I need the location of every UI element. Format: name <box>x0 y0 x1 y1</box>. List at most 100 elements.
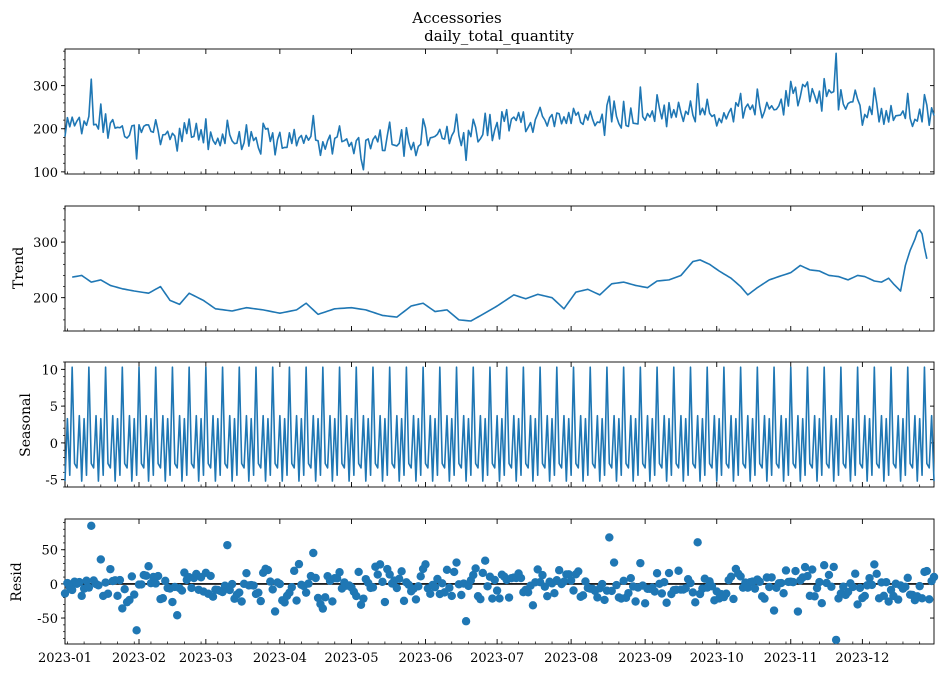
resid-point <box>528 601 538 610</box>
resid-point <box>397 567 406 576</box>
resid-point <box>187 583 196 593</box>
resid-point <box>483 582 492 591</box>
resid-point <box>781 566 791 575</box>
resid-point <box>223 540 232 550</box>
resid-point <box>631 597 640 606</box>
resid-point <box>227 579 237 589</box>
resid-point <box>893 595 903 604</box>
resid-point <box>870 560 879 569</box>
seasonal-ytick-label: -5 <box>45 474 58 489</box>
resid-point <box>75 577 84 587</box>
xtick-label: 2023-11 <box>764 651 818 666</box>
resid-ytick-label: 50 <box>41 544 58 559</box>
resid-point <box>127 572 137 581</box>
resid-point <box>411 595 421 604</box>
resid-point <box>77 591 86 601</box>
resid-point <box>779 589 788 598</box>
resid-point <box>600 595 609 605</box>
resid-point <box>206 571 215 581</box>
trend-frame <box>64 205 935 332</box>
resid-point <box>309 548 318 558</box>
resid-point <box>523 588 533 597</box>
resid-point <box>867 580 877 590</box>
resid-point <box>115 575 125 585</box>
resid-point <box>516 573 526 583</box>
xtick-label: 2023-08 <box>544 651 598 666</box>
resid-point <box>378 577 387 587</box>
seasonal-frame <box>64 361 935 488</box>
resid-point <box>354 567 363 577</box>
resid-point <box>447 591 456 601</box>
resid-point <box>609 558 619 567</box>
resid-point <box>729 594 738 604</box>
resid-point <box>476 594 485 604</box>
resid-point <box>624 588 633 598</box>
resid-point <box>860 591 869 601</box>
resid-point <box>915 581 924 591</box>
resid-point <box>426 589 435 598</box>
resid-point <box>543 591 552 601</box>
trend-ytick-label: 300 <box>33 236 58 251</box>
resid-point <box>839 582 848 591</box>
resid-panel: -50 0 50 2023-01 2023-02 2023-03 2023-04 2023-0… <box>37 518 939 666</box>
resid-point <box>153 571 163 581</box>
resid-point <box>686 578 695 588</box>
resid-point <box>352 591 361 601</box>
resid-point <box>130 590 139 599</box>
observed-ytick-label: 200 <box>33 123 58 138</box>
resid-point <box>607 586 616 596</box>
resid-point <box>829 562 838 572</box>
resid-point <box>368 583 378 592</box>
resid-point <box>626 574 635 583</box>
observed-series-line <box>64 52 935 171</box>
resid-point <box>87 521 96 531</box>
resid-point <box>280 598 289 607</box>
seasonal-ylabel: Seasonal <box>18 393 34 457</box>
resid-point <box>392 583 402 593</box>
resid-point <box>249 581 258 590</box>
resid-point <box>559 577 569 586</box>
resid-point <box>810 592 819 601</box>
resid-point <box>612 580 621 590</box>
resid-point <box>760 594 769 603</box>
resid-point <box>765 582 774 592</box>
trend-series-line <box>72 229 928 322</box>
resid-point <box>662 598 671 607</box>
resid-point <box>275 579 285 589</box>
resid-point <box>106 564 115 574</box>
resid-point <box>304 579 313 588</box>
resid-point <box>399 596 409 606</box>
xtick-label: 2023-07 <box>470 651 524 666</box>
resid-point <box>824 570 834 580</box>
resid-point <box>755 577 764 586</box>
trend-panel: 200 300 <box>33 205 935 332</box>
resid-point <box>144 562 153 571</box>
xtick-label: 2023-12 <box>835 651 889 666</box>
resid-point <box>722 589 731 598</box>
observed-panel: 100 200 300 <box>33 48 935 181</box>
resid-point <box>691 598 700 607</box>
resid-point <box>137 580 146 589</box>
resid-point <box>652 569 662 578</box>
resid-point <box>538 570 547 580</box>
resid-point <box>879 591 889 600</box>
resid-point <box>495 594 504 603</box>
resid-point <box>151 579 160 588</box>
resid-ylabel: Resid <box>9 562 25 601</box>
resid-point <box>808 565 817 574</box>
resid-point <box>533 565 542 574</box>
resid-point <box>268 585 277 594</box>
resid-point <box>177 586 187 595</box>
resid-point <box>855 583 865 593</box>
resid-point <box>597 579 607 589</box>
resid-point <box>578 591 588 600</box>
resid-point <box>488 594 497 603</box>
seasonal-ytick-label: 0 <box>50 437 58 452</box>
resid-point <box>882 577 891 587</box>
resid-point <box>650 587 659 596</box>
resid-point <box>141 571 151 580</box>
xtick-label: 2023-01 <box>38 651 92 666</box>
resid-point <box>872 569 881 578</box>
resid-point <box>292 596 301 605</box>
resid-point <box>831 635 841 645</box>
